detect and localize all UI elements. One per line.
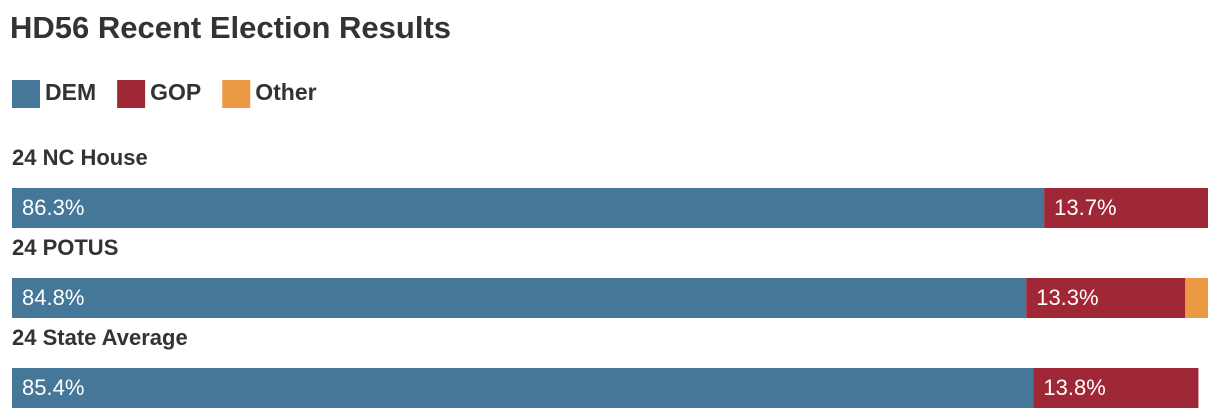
legend-swatch [12,80,40,108]
legend-swatch [117,80,146,108]
bar-segment [12,368,1034,408]
bar-segment [12,188,1045,228]
value-label: 84.8% [22,285,84,310]
legend-label: GOP [150,79,201,105]
value-label: 13.7% [1054,195,1116,220]
category-label: 24 NC House [12,145,148,170]
category-label: 24 POTUS [12,235,118,260]
value-label: 13.3% [1036,285,1098,310]
category-label: 24 State Average [12,325,188,350]
bar-segment [1044,188,1208,228]
bar-segment [1033,368,1199,408]
value-label: 85.4% [22,375,84,400]
legend-label: DEM [45,79,96,105]
chart-title: HD56 Recent Election Results [10,10,451,45]
bar-segment [1026,278,1186,318]
bar-segment [12,278,1027,318]
value-label: 86.3% [22,195,84,220]
value-label: 13.8% [1043,375,1105,400]
bar-segment [1185,278,1208,318]
legend-label: Other [255,79,316,105]
legend-swatch [222,80,251,108]
